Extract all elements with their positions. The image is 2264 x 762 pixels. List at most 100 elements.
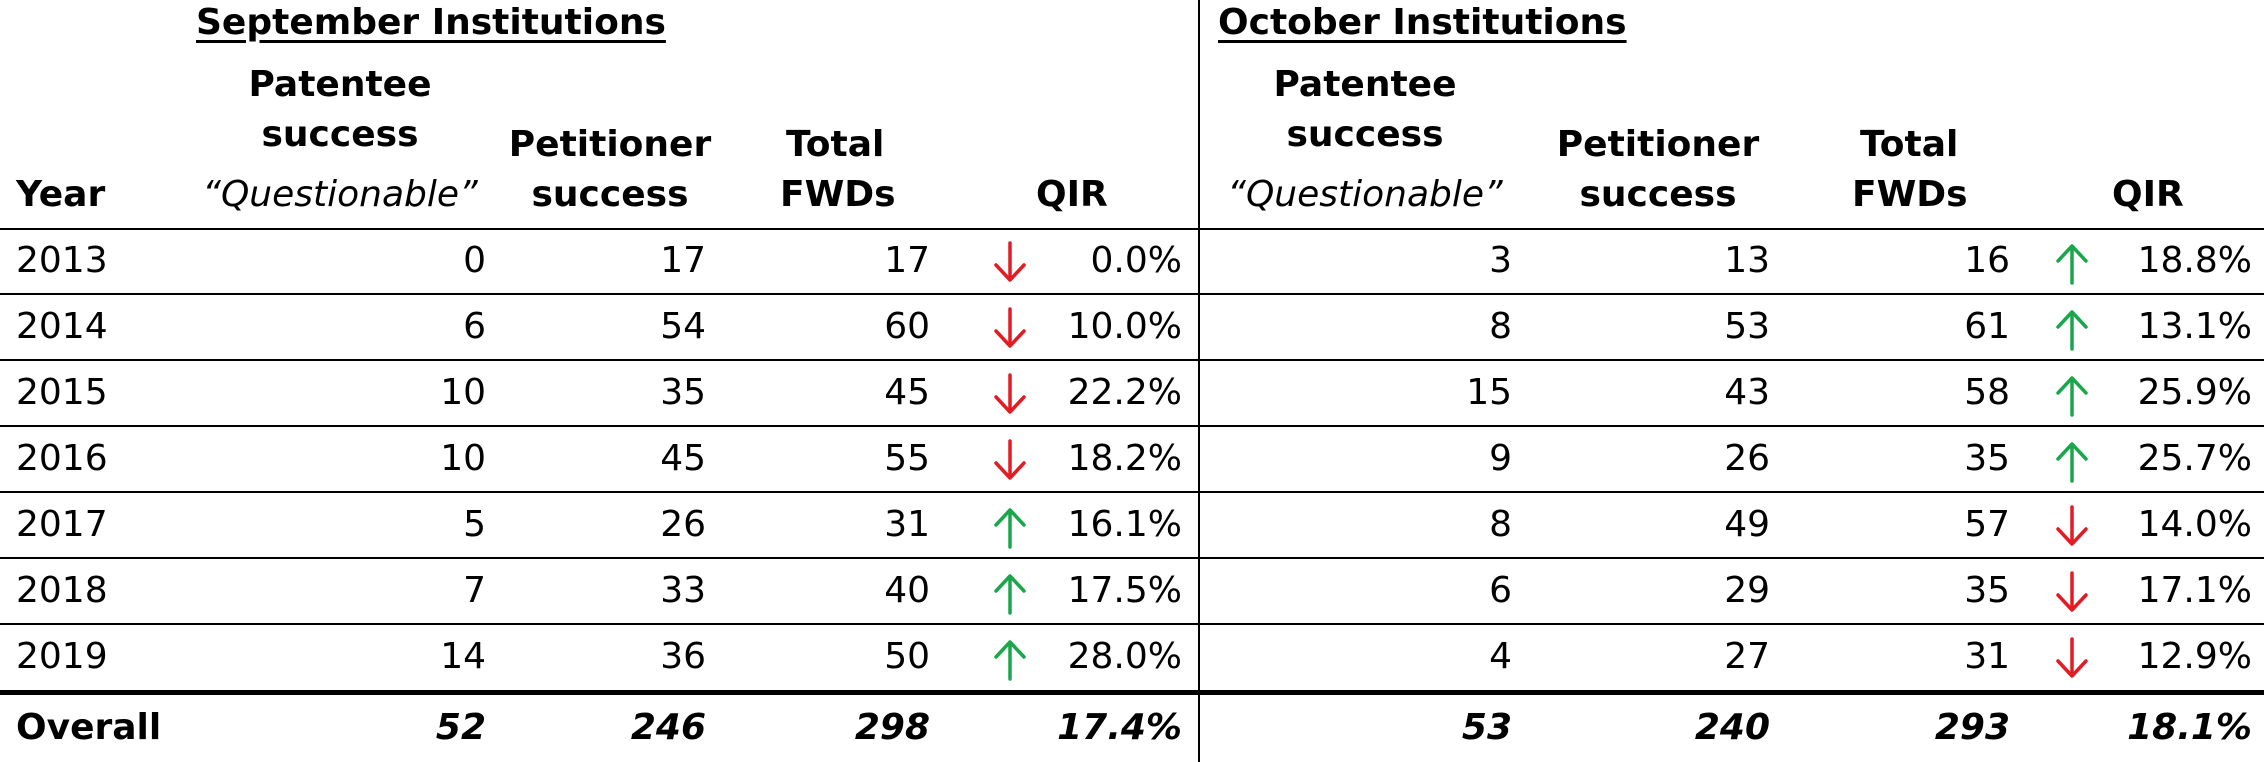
sep-total-cell: 17 (884, 229, 930, 293)
sep-petitioner-cell: 17 (660, 229, 706, 293)
sep-total-cell: 40 (884, 559, 930, 623)
oct-qir-cell: 25.9% (2138, 361, 2252, 425)
sep-patentee-cell: 6 (463, 295, 486, 359)
year-cell: 2015 (16, 361, 108, 425)
oct-total-cell: 16 (1964, 229, 2010, 293)
arrow-down-icon (2052, 505, 2092, 549)
year-cell: 2016 (16, 427, 108, 491)
year-cell: 2019 (16, 625, 108, 689)
oct-patentee-cell: 4 (1489, 625, 1512, 689)
table-row: 201510354522.2%15435825.9% (0, 361, 2264, 425)
arrow-up-icon (2052, 241, 2092, 285)
arrow-up-icon (990, 637, 1030, 681)
oct-patentee-cell: 3 (1489, 229, 1512, 293)
header-total-line2-sep: FWDs (780, 170, 896, 220)
year-cell: 2013 (16, 229, 108, 293)
overall-sep-total: 298 (855, 696, 930, 760)
header-qir-oct: QIR (2112, 170, 2184, 220)
arrow-up-icon (990, 571, 1030, 615)
header-total-line1-sep: Total (786, 120, 884, 170)
arrow-down-icon (990, 439, 1030, 483)
sep-qir-cell: 22.2% (1068, 361, 1182, 425)
header-total-line1-oct: Total (1860, 120, 1958, 170)
overall-sep-petitioner: 246 (631, 696, 706, 760)
sep-total-cell: 60 (884, 295, 930, 359)
header-patentee-line1-sep: Patentee (190, 60, 490, 110)
sep-petitioner-cell: 26 (660, 493, 706, 557)
oct-petitioner-cell: 13 (1724, 229, 1770, 293)
year-cell: 2014 (16, 295, 108, 359)
september-section-title: September Institutions (196, 2, 666, 43)
header-petitioner-line1-oct: Petitioner (1548, 120, 1768, 170)
sep-total-cell: 45 (884, 361, 930, 425)
arrow-up-icon (2052, 307, 2092, 351)
header-patentee-line3-sep: “Questionable” (202, 174, 477, 215)
sep-patentee-cell: 10 (440, 361, 486, 425)
oct-total-cell: 35 (1964, 559, 2010, 623)
sep-qir-cell: 28.0% (1068, 625, 1182, 689)
arrow-down-icon (2052, 637, 2092, 681)
sep-petitioner-cell: 45 (660, 427, 706, 491)
sep-qir-cell: 16.1% (1068, 493, 1182, 557)
oct-petitioner-cell: 27 (1724, 625, 1770, 689)
overall-label: Overall (16, 696, 161, 760)
table-row: 2017 5 26 31 16.1% 8 49 57 14.0% (0, 493, 2264, 557)
sep-petitioner-cell: 35 (660, 361, 706, 425)
oct-petitioner-cell: 26 (1724, 427, 1770, 491)
sep-patentee-cell: 10 (440, 427, 486, 491)
oct-petitioner-cell: 53 (1724, 295, 1770, 359)
sep-patentee-cell: 5 (463, 493, 486, 557)
year-cell: 2017 (16, 493, 108, 557)
header-qir-sep: QIR (1036, 170, 1108, 220)
sep-qir-cell: 0.0% (1091, 229, 1182, 293)
oct-qir-cell: 13.1% (2138, 295, 2252, 359)
arrow-down-icon (990, 241, 1030, 285)
table-row: 2013017170.0%3131618.8% (0, 229, 2264, 293)
header-patentee-line1-oct: Patentee (1210, 60, 1520, 110)
sep-patentee-cell: 0 (463, 229, 486, 293)
arrow-up-icon (2052, 373, 2092, 417)
sep-qir-cell: 18.2% (1068, 427, 1182, 491)
sep-total-cell: 31 (884, 493, 930, 557)
oct-petitioner-cell: 49 (1724, 493, 1770, 557)
overall-sep-qir: 17.4% (1057, 696, 1182, 760)
oct-total-cell: 61 (1964, 295, 2010, 359)
oct-qir-cell: 25.7% (2138, 427, 2252, 491)
oct-patentee-cell: 9 (1489, 427, 1512, 491)
header-petitioner-line2-oct: success (1548, 170, 1768, 220)
oct-total-cell: 57 (1964, 493, 2010, 557)
sep-total-cell: 55 (884, 427, 930, 491)
arrow-up-icon (990, 505, 1030, 549)
sep-petitioner-cell: 54 (660, 295, 706, 359)
header-petitioner-line1-sep: Petitioner (500, 120, 720, 170)
arrow-up-icon (2052, 439, 2092, 483)
sep-patentee-cell: 7 (463, 559, 486, 623)
header-year: Year (16, 170, 105, 220)
header-total-line2-oct: FWDs (1852, 170, 1968, 220)
overall-oct-total: 293 (1935, 696, 2010, 760)
overall-oct-patentee: 53 (1462, 696, 1512, 760)
sep-petitioner-cell: 33 (660, 559, 706, 623)
oct-qir-cell: 14.0% (2138, 493, 2252, 557)
overall-oct-qir: 18.1% (2127, 696, 2252, 760)
oct-petitioner-cell: 43 (1724, 361, 1770, 425)
oct-petitioner-cell: 29 (1724, 559, 1770, 623)
sep-petitioner-cell: 36 (660, 625, 706, 689)
overall-row: Overall 52 246 298 17.4% 53 240 293 18.1… (0, 696, 2264, 760)
oct-patentee-cell: 8 (1489, 295, 1512, 359)
oct-patentee-cell: 15 (1466, 361, 1512, 425)
oct-total-cell: 31 (1964, 625, 2010, 689)
table-row: 20187334017.5%6293517.1% (0, 559, 2264, 623)
sep-patentee-cell: 14 (440, 625, 486, 689)
header-patentee-line2-oct: success (1210, 110, 1520, 160)
oct-qir-cell: 12.9% (2138, 625, 2252, 689)
sep-total-cell: 50 (884, 625, 930, 689)
table-row: 201610455518.2%9263525.7% (0, 427, 2264, 491)
overall-divider (0, 690, 2264, 695)
year-cell: 2018 (16, 559, 108, 623)
header-patentee-line2-sep: success (190, 110, 490, 160)
oct-patentee-cell: 8 (1489, 493, 1512, 557)
arrow-down-icon (990, 307, 1030, 351)
table-row: 20146546010.0%8536113.1% (0, 295, 2264, 359)
overall-oct-petitioner: 240 (1695, 696, 1770, 760)
